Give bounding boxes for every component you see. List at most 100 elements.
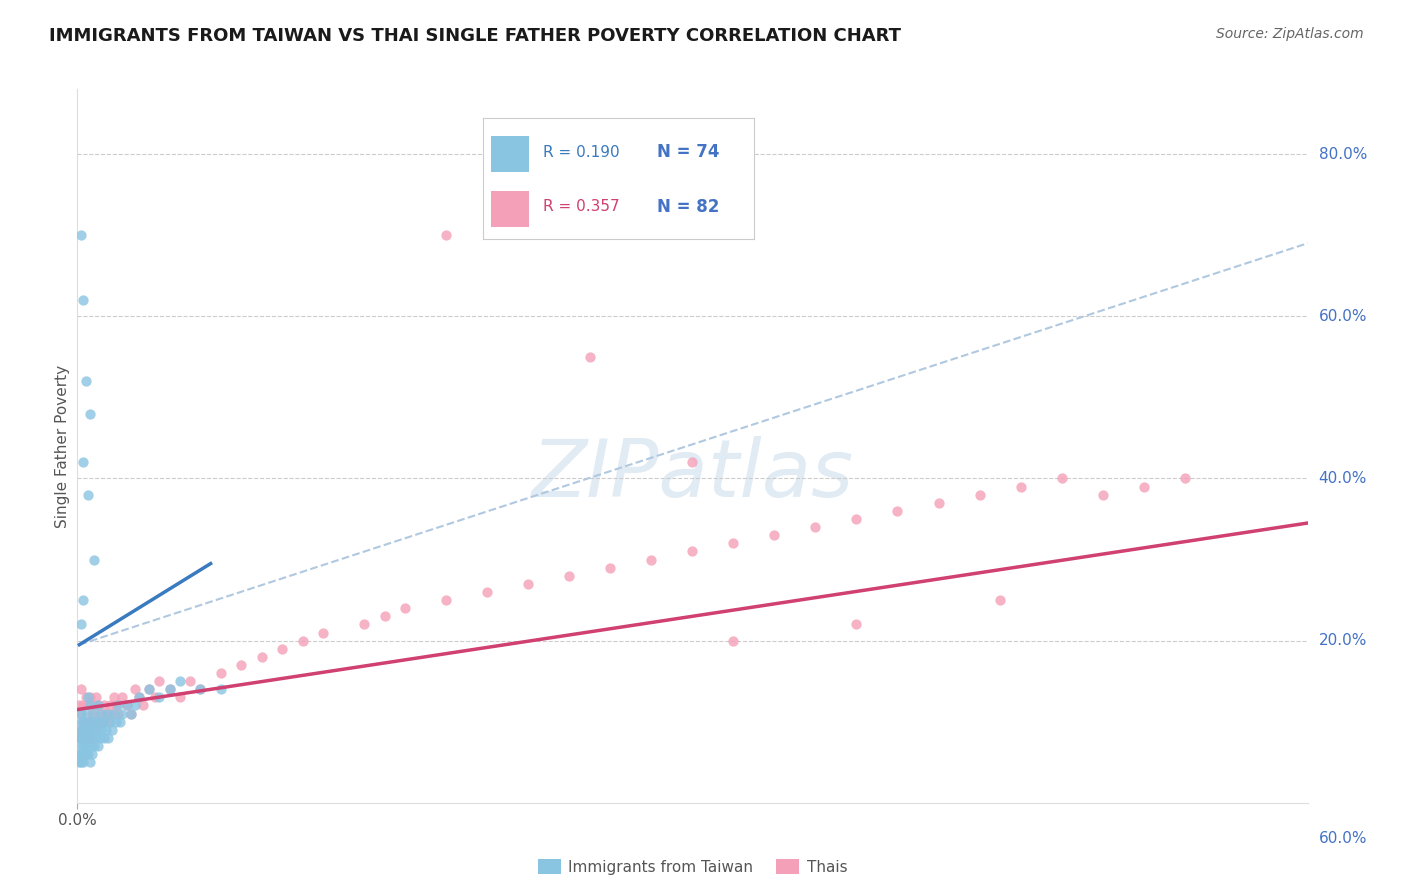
Point bbox=[209, 682, 232, 697]
Point bbox=[93, 731, 115, 745]
Point bbox=[75, 706, 97, 721]
Point bbox=[80, 714, 103, 729]
Point bbox=[67, 723, 90, 737]
Point bbox=[93, 698, 115, 713]
Point bbox=[83, 698, 105, 713]
Point bbox=[83, 723, 105, 737]
Point bbox=[105, 714, 128, 729]
Point bbox=[79, 723, 101, 737]
Point bbox=[169, 674, 191, 689]
Point bbox=[94, 723, 117, 737]
Point bbox=[90, 723, 114, 737]
Point bbox=[87, 698, 110, 713]
Point bbox=[394, 601, 416, 615]
Point bbox=[436, 228, 458, 243]
Point bbox=[845, 512, 868, 526]
Point bbox=[436, 593, 458, 607]
Point bbox=[97, 706, 120, 721]
Point bbox=[111, 690, 134, 705]
Point bbox=[80, 747, 103, 761]
Point bbox=[804, 520, 827, 534]
Point bbox=[79, 407, 101, 421]
Point bbox=[723, 633, 745, 648]
Point bbox=[1050, 471, 1073, 485]
Point bbox=[75, 739, 97, 753]
Point bbox=[682, 544, 704, 558]
Y-axis label: Single Father Poverty: Single Father Poverty bbox=[55, 365, 70, 527]
Point bbox=[70, 706, 93, 721]
Point bbox=[72, 293, 94, 307]
Point bbox=[169, 690, 191, 705]
Point bbox=[72, 714, 94, 729]
Point bbox=[80, 706, 103, 721]
Point bbox=[97, 714, 120, 729]
Point bbox=[79, 739, 101, 753]
Point bbox=[128, 690, 150, 705]
Point bbox=[928, 496, 950, 510]
Point bbox=[89, 714, 111, 729]
Point bbox=[101, 723, 124, 737]
Point bbox=[84, 690, 107, 705]
Point bbox=[179, 674, 201, 689]
Point bbox=[312, 625, 335, 640]
Point bbox=[72, 455, 94, 469]
Point bbox=[70, 739, 93, 753]
Point bbox=[89, 706, 111, 721]
Text: ZIPatlas: ZIPatlas bbox=[531, 435, 853, 514]
Point bbox=[79, 690, 101, 705]
Point bbox=[120, 706, 142, 721]
Text: 40.0%: 40.0% bbox=[1319, 471, 1367, 486]
Point bbox=[83, 714, 105, 729]
Point bbox=[1010, 479, 1032, 493]
Point bbox=[132, 698, 155, 713]
Point bbox=[124, 698, 146, 713]
Point bbox=[128, 690, 150, 705]
Point bbox=[75, 690, 97, 705]
Text: Source: ZipAtlas.com: Source: ZipAtlas.com bbox=[1216, 27, 1364, 41]
Point bbox=[188, 682, 212, 697]
Point bbox=[90, 706, 114, 721]
Point bbox=[76, 723, 98, 737]
Point bbox=[723, 536, 745, 550]
Point bbox=[94, 706, 117, 721]
Point bbox=[75, 374, 97, 388]
Point bbox=[80, 731, 103, 745]
Point bbox=[72, 593, 94, 607]
Point bbox=[105, 698, 128, 713]
Point bbox=[70, 682, 93, 697]
Point bbox=[83, 706, 105, 721]
Point bbox=[98, 698, 121, 713]
Point bbox=[103, 690, 125, 705]
Point bbox=[83, 552, 105, 566]
Point bbox=[89, 731, 111, 745]
Point bbox=[138, 682, 160, 697]
Point bbox=[97, 731, 120, 745]
Point bbox=[138, 682, 160, 697]
Point bbox=[79, 723, 101, 737]
Point bbox=[107, 706, 129, 721]
Point bbox=[83, 739, 105, 753]
Point bbox=[72, 714, 94, 729]
Point bbox=[72, 739, 94, 753]
Point bbox=[120, 706, 142, 721]
Point bbox=[477, 585, 499, 599]
Point bbox=[84, 731, 107, 745]
Point bbox=[159, 682, 181, 697]
Point bbox=[1174, 471, 1197, 485]
Point bbox=[845, 617, 868, 632]
Point bbox=[67, 698, 90, 713]
Point bbox=[70, 756, 93, 770]
Point bbox=[87, 723, 110, 737]
Point bbox=[75, 714, 97, 729]
Point bbox=[70, 617, 93, 632]
Point bbox=[75, 731, 97, 745]
Point bbox=[231, 657, 253, 672]
Point bbox=[115, 698, 138, 713]
Point bbox=[79, 714, 101, 729]
Point bbox=[76, 698, 98, 713]
Point bbox=[579, 350, 602, 364]
Point bbox=[67, 747, 90, 761]
Point bbox=[188, 682, 212, 697]
Point bbox=[72, 698, 94, 713]
Point bbox=[72, 723, 94, 737]
